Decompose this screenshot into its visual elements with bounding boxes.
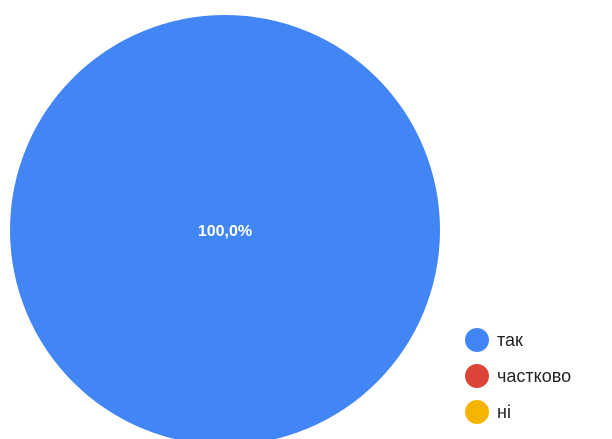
legend-label-chastkovo: частково [497, 365, 572, 386]
legend-label-ni: ні [497, 401, 511, 422]
legend-swatch-chastkovo [465, 364, 489, 388]
legend: так частково ні [465, 322, 571, 430]
legend-item-tak: так [465, 322, 571, 358]
legend-swatch-tak [465, 328, 489, 352]
legend-item-chastkovo: частково [465, 358, 571, 394]
pie-slice-label-0: 100,0% [198, 223, 252, 240]
legend-label-tak: так [497, 329, 523, 350]
pie-slice-0 [10, 15, 440, 439]
legend-swatch-ni [465, 400, 489, 424]
legend-item-ni: ні [465, 394, 571, 430]
